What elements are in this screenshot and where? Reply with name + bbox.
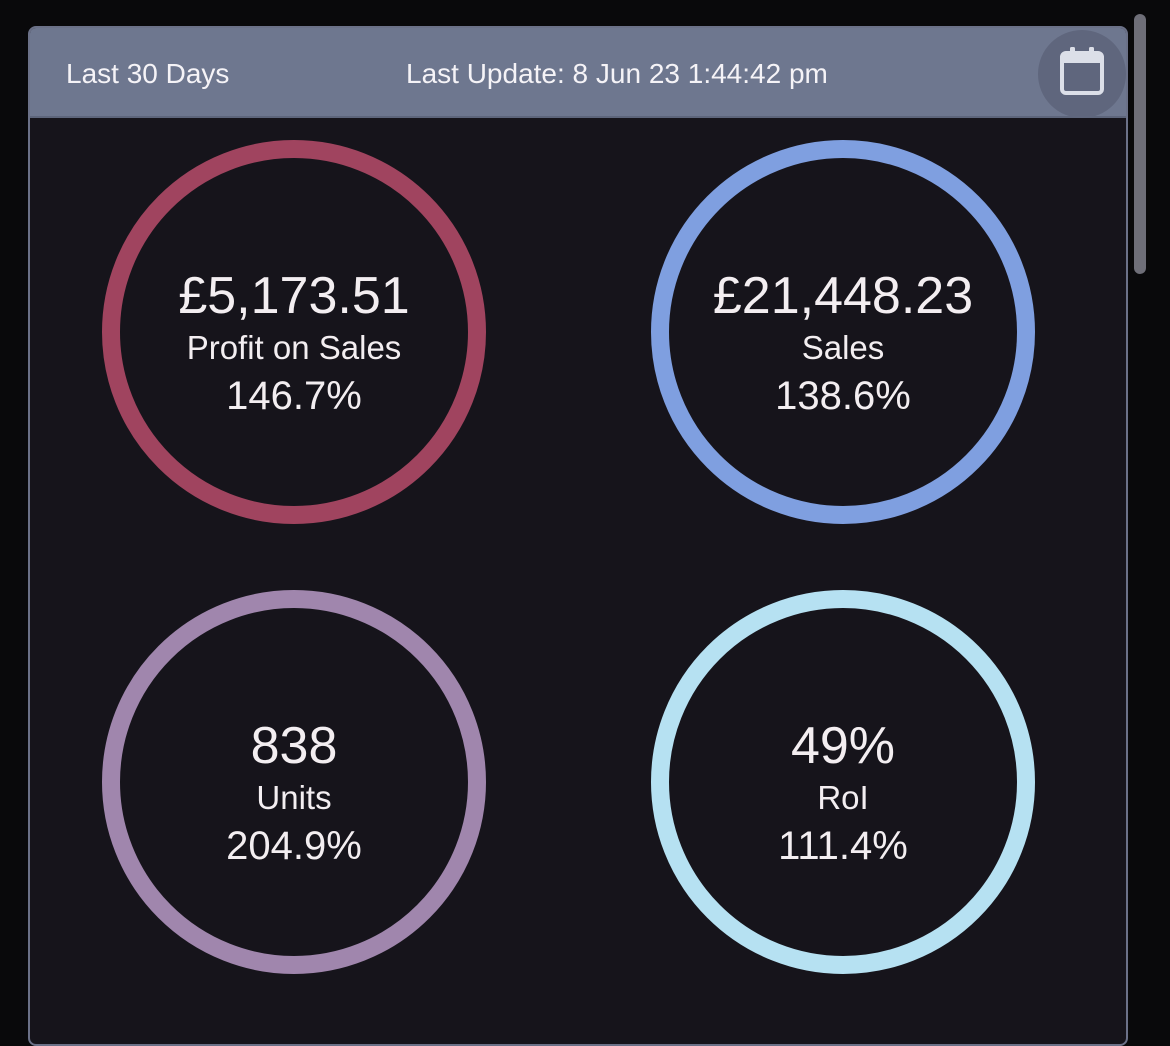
stats-card: Last 30 Days Last Update: 8 Jun 23 1:44:… xyxy=(28,26,1128,1046)
units-value: 838 xyxy=(250,717,338,775)
scrollbar-thumb[interactable] xyxy=(1134,14,1146,274)
sales-label: Sales xyxy=(801,329,885,366)
units-percentage: 204.9% xyxy=(226,824,362,868)
sales-percentage: 138.6% xyxy=(775,374,911,418)
date-range-label[interactable]: Last 30 Days xyxy=(66,58,230,89)
profit-stat-circle[interactable]: £5,173.51 Profit on Sales 146.7% xyxy=(102,140,486,524)
units-stat-circle[interactable]: 838 Units 204.9% xyxy=(102,590,486,974)
roi-value: 49% xyxy=(790,717,896,775)
sales-value: £21,448.23 xyxy=(712,267,974,325)
calendar-icon xyxy=(1058,46,1106,102)
profit-percentage: 146.7% xyxy=(226,374,362,418)
profit-value: £5,173.51 xyxy=(178,267,410,325)
calendar-button[interactable] xyxy=(1038,30,1126,118)
roi-stat-circle[interactable]: 49% RoI 111.4% xyxy=(651,590,1035,974)
profit-label: Profit on Sales xyxy=(186,329,402,366)
sales-stat-circle[interactable]: £21,448.23 Sales 138.6% xyxy=(651,140,1035,524)
roi-label: RoI xyxy=(817,779,869,816)
roi-percentage: 111.4% xyxy=(778,824,908,868)
units-label: Units xyxy=(256,779,332,816)
card-header: Last 30 Days Last Update: 8 Jun 23 1:44:… xyxy=(30,28,1126,118)
last-update-label: Last Update: 8 Jun 23 1:44:42 pm xyxy=(406,58,828,89)
